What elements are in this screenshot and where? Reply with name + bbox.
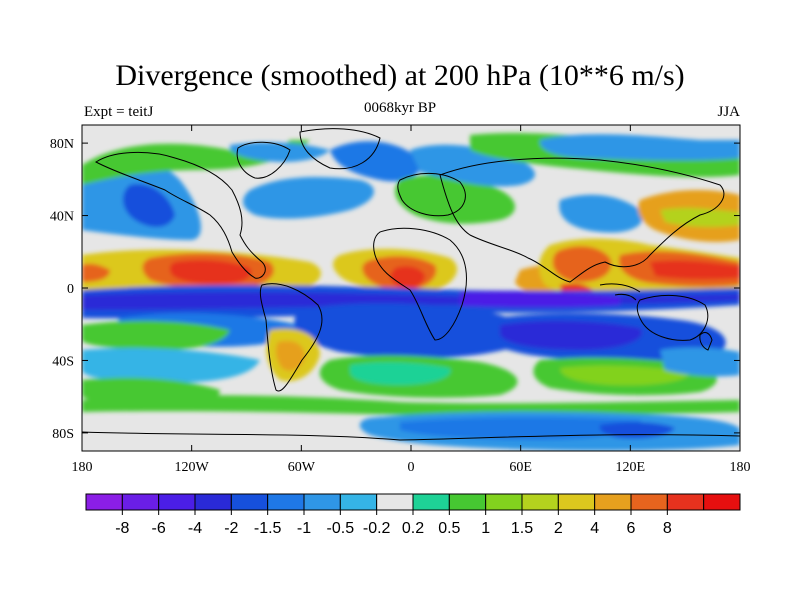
lat-tick-label: 0 xyxy=(67,282,74,297)
experiment-label: Expt = teitJ xyxy=(84,104,154,120)
colorbar-label: -1 xyxy=(297,520,311,537)
lon-tick-label: 120E xyxy=(616,460,646,475)
colorbar-swatch xyxy=(121,493,160,511)
lon-tick-label: 0 xyxy=(408,460,415,475)
lat-tick-label: 80S xyxy=(52,427,74,442)
season-label: JJA xyxy=(717,104,740,120)
colorbar-swatch xyxy=(630,493,668,511)
colorbar-label: -1.5 xyxy=(254,520,282,537)
colorbar-swatch xyxy=(521,493,559,511)
colorbar-swatch xyxy=(594,493,632,511)
colorbar-label: -6 xyxy=(152,520,166,537)
colorbar-label: 8 xyxy=(663,520,672,537)
colorbar-label: 6 xyxy=(627,520,636,537)
colorbar: -8 -6 -4 -2 -1.5 -1 -0.5 -0.2 0.2 0.5 1 1.5 2 4 6 8 xyxy=(85,493,741,537)
colorbar-swatch xyxy=(448,493,487,511)
colorbar-label: -0.5 xyxy=(327,520,355,537)
colorbar-label: 1.5 xyxy=(511,520,533,537)
colorbar-swatch xyxy=(703,493,741,511)
colorbar-label: -4 xyxy=(188,520,202,537)
lon-tick-label: 120W xyxy=(175,460,210,475)
colorbar-swatch xyxy=(158,493,196,511)
colorbar-label: 0.5 xyxy=(438,520,460,537)
divergence-field xyxy=(82,125,740,451)
colorbar-label: -8 xyxy=(115,520,129,537)
colorbar-label: 4 xyxy=(590,520,599,537)
colorbar-label: -0.2 xyxy=(363,520,391,537)
axis-ticks: 180 120W 60W 0 60E 120E 180 80N 40N 0 40S 80S xyxy=(50,125,751,475)
lon-tick-label: 180 xyxy=(72,460,93,475)
colorbar-label: 2 xyxy=(554,520,563,537)
colorbar-label: 0.2 xyxy=(402,520,424,537)
colorbar-label: 1 xyxy=(481,520,490,537)
colorbar-swatch xyxy=(267,493,305,511)
lon-tick-label: 60W xyxy=(288,460,316,475)
colorbar-swatch xyxy=(412,493,450,511)
colorbar-swatch xyxy=(194,493,232,511)
lon-tick-label: 180 xyxy=(730,460,751,475)
colorbar-swatch xyxy=(339,493,378,511)
colorbar-swatch xyxy=(85,493,123,511)
lon-tick-label: 60E xyxy=(509,460,532,475)
lat-tick-label: 80N xyxy=(50,137,74,152)
coastlines xyxy=(82,128,740,441)
colorbar-label: -2 xyxy=(224,520,238,537)
colorbar-swatch xyxy=(485,493,523,511)
colorbar-swatch xyxy=(303,493,341,511)
colorbar-swatch xyxy=(557,493,596,511)
time-label: 0068kyr BP xyxy=(363,100,437,116)
plot-title: Divergence (smoothed) at 200 hPa (10**6 … xyxy=(115,59,685,92)
lat-tick-label: 40S xyxy=(52,354,74,369)
colorbar-swatch xyxy=(666,493,705,511)
colorbar-swatch xyxy=(230,493,269,511)
lat-tick-label: 40N xyxy=(50,210,74,225)
colorbar-swatch xyxy=(376,493,414,511)
